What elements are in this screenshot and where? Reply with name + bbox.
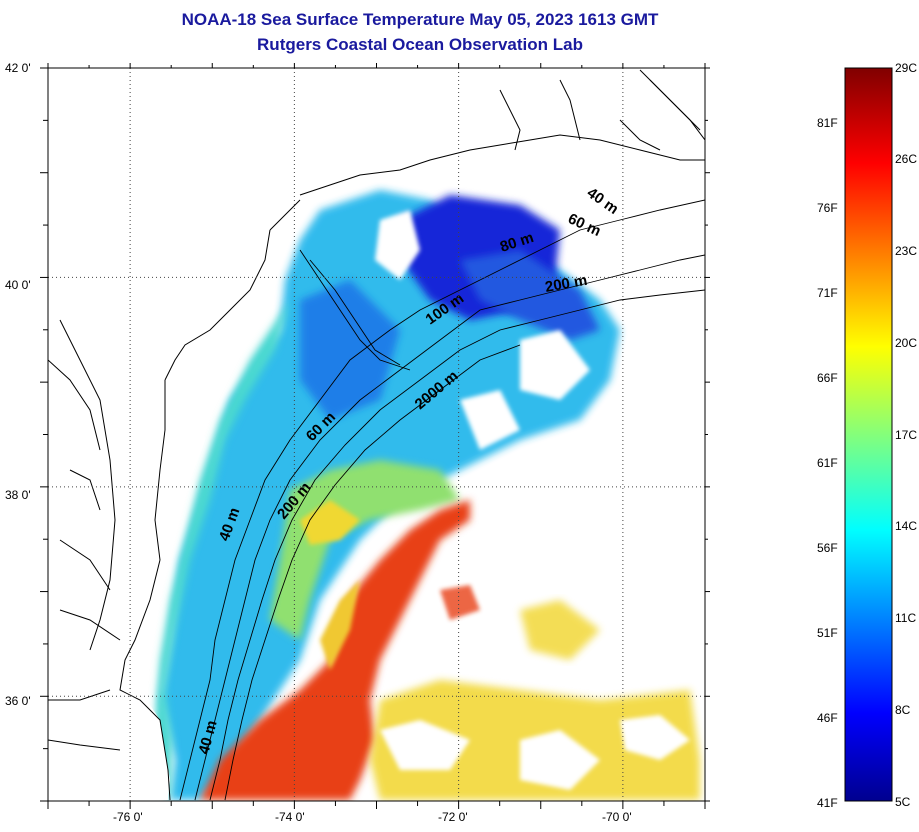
colorbar-fahrenheit-label: 41F	[817, 796, 838, 810]
colorbar-fahrenheit-label: 81F	[817, 116, 838, 130]
map-subtitle: Rutgers Coastal Ocean Observation Lab	[257, 35, 583, 54]
colorbar-fahrenheit-label: 71F	[817, 286, 838, 300]
axis-ticks	[40, 63, 710, 809]
lat-tick-label: 42 0'	[5, 61, 31, 75]
colorbar-celsius-label: 11C	[895, 611, 917, 625]
colorbar	[844, 67, 893, 802]
lon-tick-label: -76 0'	[113, 810, 143, 824]
colorbar-fahrenheit-label: 46F	[817, 711, 838, 725]
isobaths	[179, 199, 705, 801]
land-outer-banks	[48, 680, 170, 800]
colorbar-fahrenheit-label: 66F	[817, 371, 838, 385]
land-new-england	[300, 68, 705, 200]
land-mainland	[48, 68, 340, 800]
colorbar-celsius-label: 14C	[895, 519, 918, 533]
colorbar-fahrenheit-label: 56F	[817, 541, 838, 555]
nearshore-water	[155, 300, 290, 800]
lon-tick-label: -74 0'	[275, 810, 305, 824]
colorbar-celsius-label: 26C	[895, 152, 918, 166]
lon-tick-label: -72 0'	[438, 810, 468, 824]
land-delmarva	[150, 380, 205, 560]
colorbar-celsius-label: 20C	[895, 336, 918, 350]
coastlines	[48, 69, 705, 801]
map-title: NOAA-18 Sea Surface Temperature May 05, …	[181, 10, 659, 29]
lat-tick-label: 38 0'	[5, 488, 31, 502]
colorbar-fahrenheit-label: 76F	[817, 201, 838, 215]
colorbar-fahrenheit-label: 51F	[817, 626, 838, 640]
colorbar-celsius-label: 5C	[895, 795, 911, 809]
colorbar-fahrenheit-label: 61F	[817, 456, 838, 470]
colorbar-celsius-label: 23C	[895, 244, 918, 258]
slope-front	[270, 460, 460, 640]
lat-tick-label: 40 0'	[5, 278, 31, 292]
sst-field	[48, 68, 705, 801]
lat-tick-label: 36 0'	[5, 694, 31, 708]
colorbar-celsius-label: 8C	[895, 703, 911, 717]
colorbar-celsius-label: 29C	[895, 61, 918, 75]
lon-tick-label: -70 0'	[602, 810, 632, 824]
colorbar-celsius-label: 17C	[895, 428, 918, 442]
